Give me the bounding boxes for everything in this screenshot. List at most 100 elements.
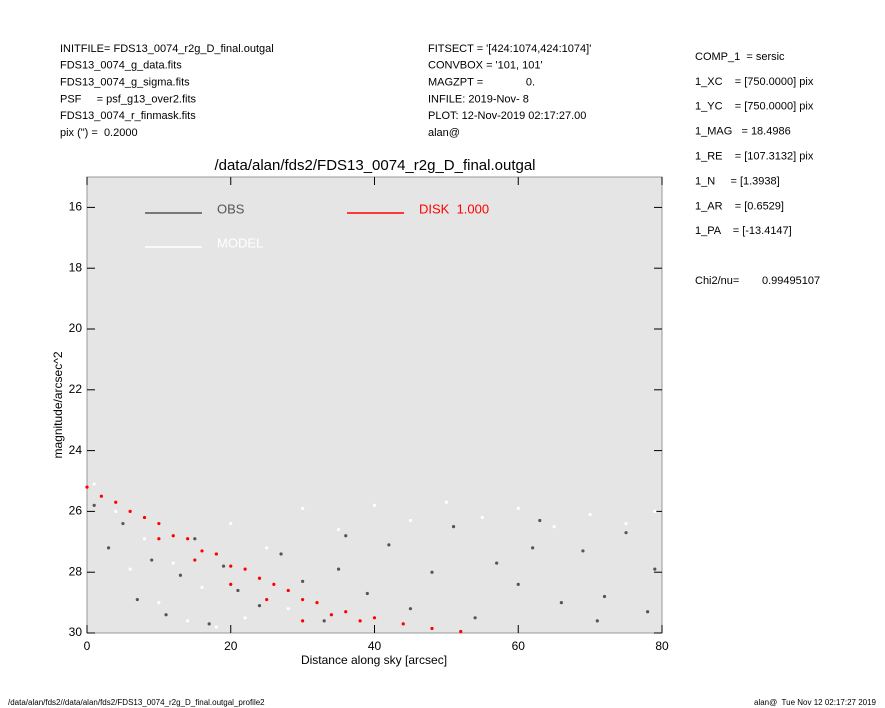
header-middle-line: INFILE: 2019-Nov- 8 — [428, 93, 529, 105]
data-point — [344, 534, 348, 538]
data-point — [178, 573, 183, 577]
data-point — [128, 567, 132, 571]
data-point — [171, 561, 175, 565]
data-point — [193, 558, 197, 562]
data-point — [257, 576, 262, 580]
data-point — [229, 564, 233, 568]
data-point — [243, 567, 247, 571]
x-axis-label: Distance along sky [arcsec] — [301, 653, 447, 667]
y-tick-label: 18 — [69, 260, 83, 274]
data-point — [559, 601, 563, 605]
data-point — [85, 485, 89, 489]
fit-parameter: 1_YC = [750.0000] pix — [695, 101, 814, 113]
data-point — [538, 518, 542, 523]
header-middle-line: alan@ — [428, 127, 460, 139]
header-left-line: PSF = psf_g13_over2.fits — [60, 93, 197, 105]
data-point — [193, 537, 197, 541]
data-point — [186, 537, 190, 541]
data-point — [451, 525, 456, 529]
data-point — [257, 604, 262, 608]
data-point — [301, 597, 305, 602]
data-point — [315, 601, 319, 605]
data-point — [516, 506, 520, 510]
data-point — [265, 597, 269, 602]
header-left-line: pix (") = 0.2000 — [60, 127, 138, 139]
data-point — [150, 558, 154, 562]
y-tick-label: 24 — [69, 443, 83, 457]
legend-label: DISK 1.000 — [419, 201, 489, 216]
header-middle-line: FITSECT = '[424:1074,424:1074]' — [428, 43, 591, 55]
data-point — [200, 585, 204, 590]
data-point — [186, 619, 190, 623]
data-point — [372, 503, 377, 507]
data-point — [459, 629, 463, 634]
data-point — [301, 619, 305, 623]
y-tick-label: 20 — [69, 321, 83, 335]
x-tick-label: 0 — [84, 639, 91, 653]
data-point — [336, 528, 341, 532]
data-point — [624, 531, 628, 535]
header-left-line: FDS13_0074_r_finmask.fits — [60, 110, 196, 122]
data-point — [595, 619, 599, 623]
fit-parameter: 1_AR = [0.6529] — [695, 200, 784, 212]
data-point — [552, 525, 556, 529]
data-point — [243, 616, 247, 620]
data-point — [444, 500, 448, 504]
data-point — [135, 597, 139, 602]
data-point — [624, 521, 628, 526]
data-point — [272, 582, 276, 586]
y-axis-label: magnitude/arcsec^2 — [51, 351, 65, 458]
fit-parameter: 1_PA = [-13.4147] — [695, 225, 792, 237]
chi2-label: Chi2/nu= — [695, 275, 739, 287]
data-point — [92, 482, 96, 486]
data-point — [387, 543, 391, 547]
data-point — [286, 588, 290, 593]
data-point — [114, 500, 118, 504]
data-point — [531, 546, 535, 550]
header-left-line: FDS13_0074_g_data.fits — [60, 60, 182, 72]
data-point — [214, 552, 218, 556]
data-point — [358, 619, 362, 623]
data-point — [322, 619, 326, 623]
data-point — [516, 582, 520, 586]
data-point — [408, 518, 413, 523]
data-point — [495, 561, 499, 565]
x-tick-label: 60 — [512, 639, 526, 653]
data-point — [200, 549, 204, 553]
data-point — [92, 503, 96, 507]
y-tick-label: 22 — [69, 382, 83, 396]
data-point — [286, 607, 290, 611]
data-point — [344, 610, 348, 614]
data-point — [653, 509, 657, 513]
y-tick-label: 28 — [69, 564, 83, 578]
data-point — [336, 567, 341, 571]
y-tick-label: 30 — [69, 625, 83, 639]
y-tick-label: 16 — [69, 200, 83, 214]
data-point — [646, 610, 650, 614]
header-middle-line: PLOT: 12-Nov-2019 02:17:27.00 — [428, 110, 586, 122]
data-point — [236, 588, 240, 593]
data-point — [171, 534, 175, 538]
x-tick-label: 80 — [655, 639, 669, 653]
data-point — [207, 622, 211, 626]
data-point — [157, 601, 161, 605]
data-point — [279, 552, 283, 556]
header-middle-line: MAGZPT = 0. — [428, 77, 535, 89]
data-point — [214, 625, 218, 629]
data-point — [301, 506, 305, 510]
x-tick-label: 40 — [368, 639, 382, 653]
data-point — [229, 521, 233, 526]
data-point — [301, 579, 305, 583]
data-point — [430, 626, 434, 631]
data-point — [480, 515, 484, 520]
data-point — [588, 512, 592, 517]
data-point — [128, 509, 132, 513]
legend-label: OBS — [217, 201, 245, 216]
data-point — [142, 537, 147, 541]
data-point — [473, 616, 477, 620]
fit-parameter: 1_XC = [750.0000] pix — [695, 76, 814, 88]
plot-area — [86, 176, 663, 634]
data-point — [581, 549, 585, 553]
data-point — [329, 613, 333, 617]
